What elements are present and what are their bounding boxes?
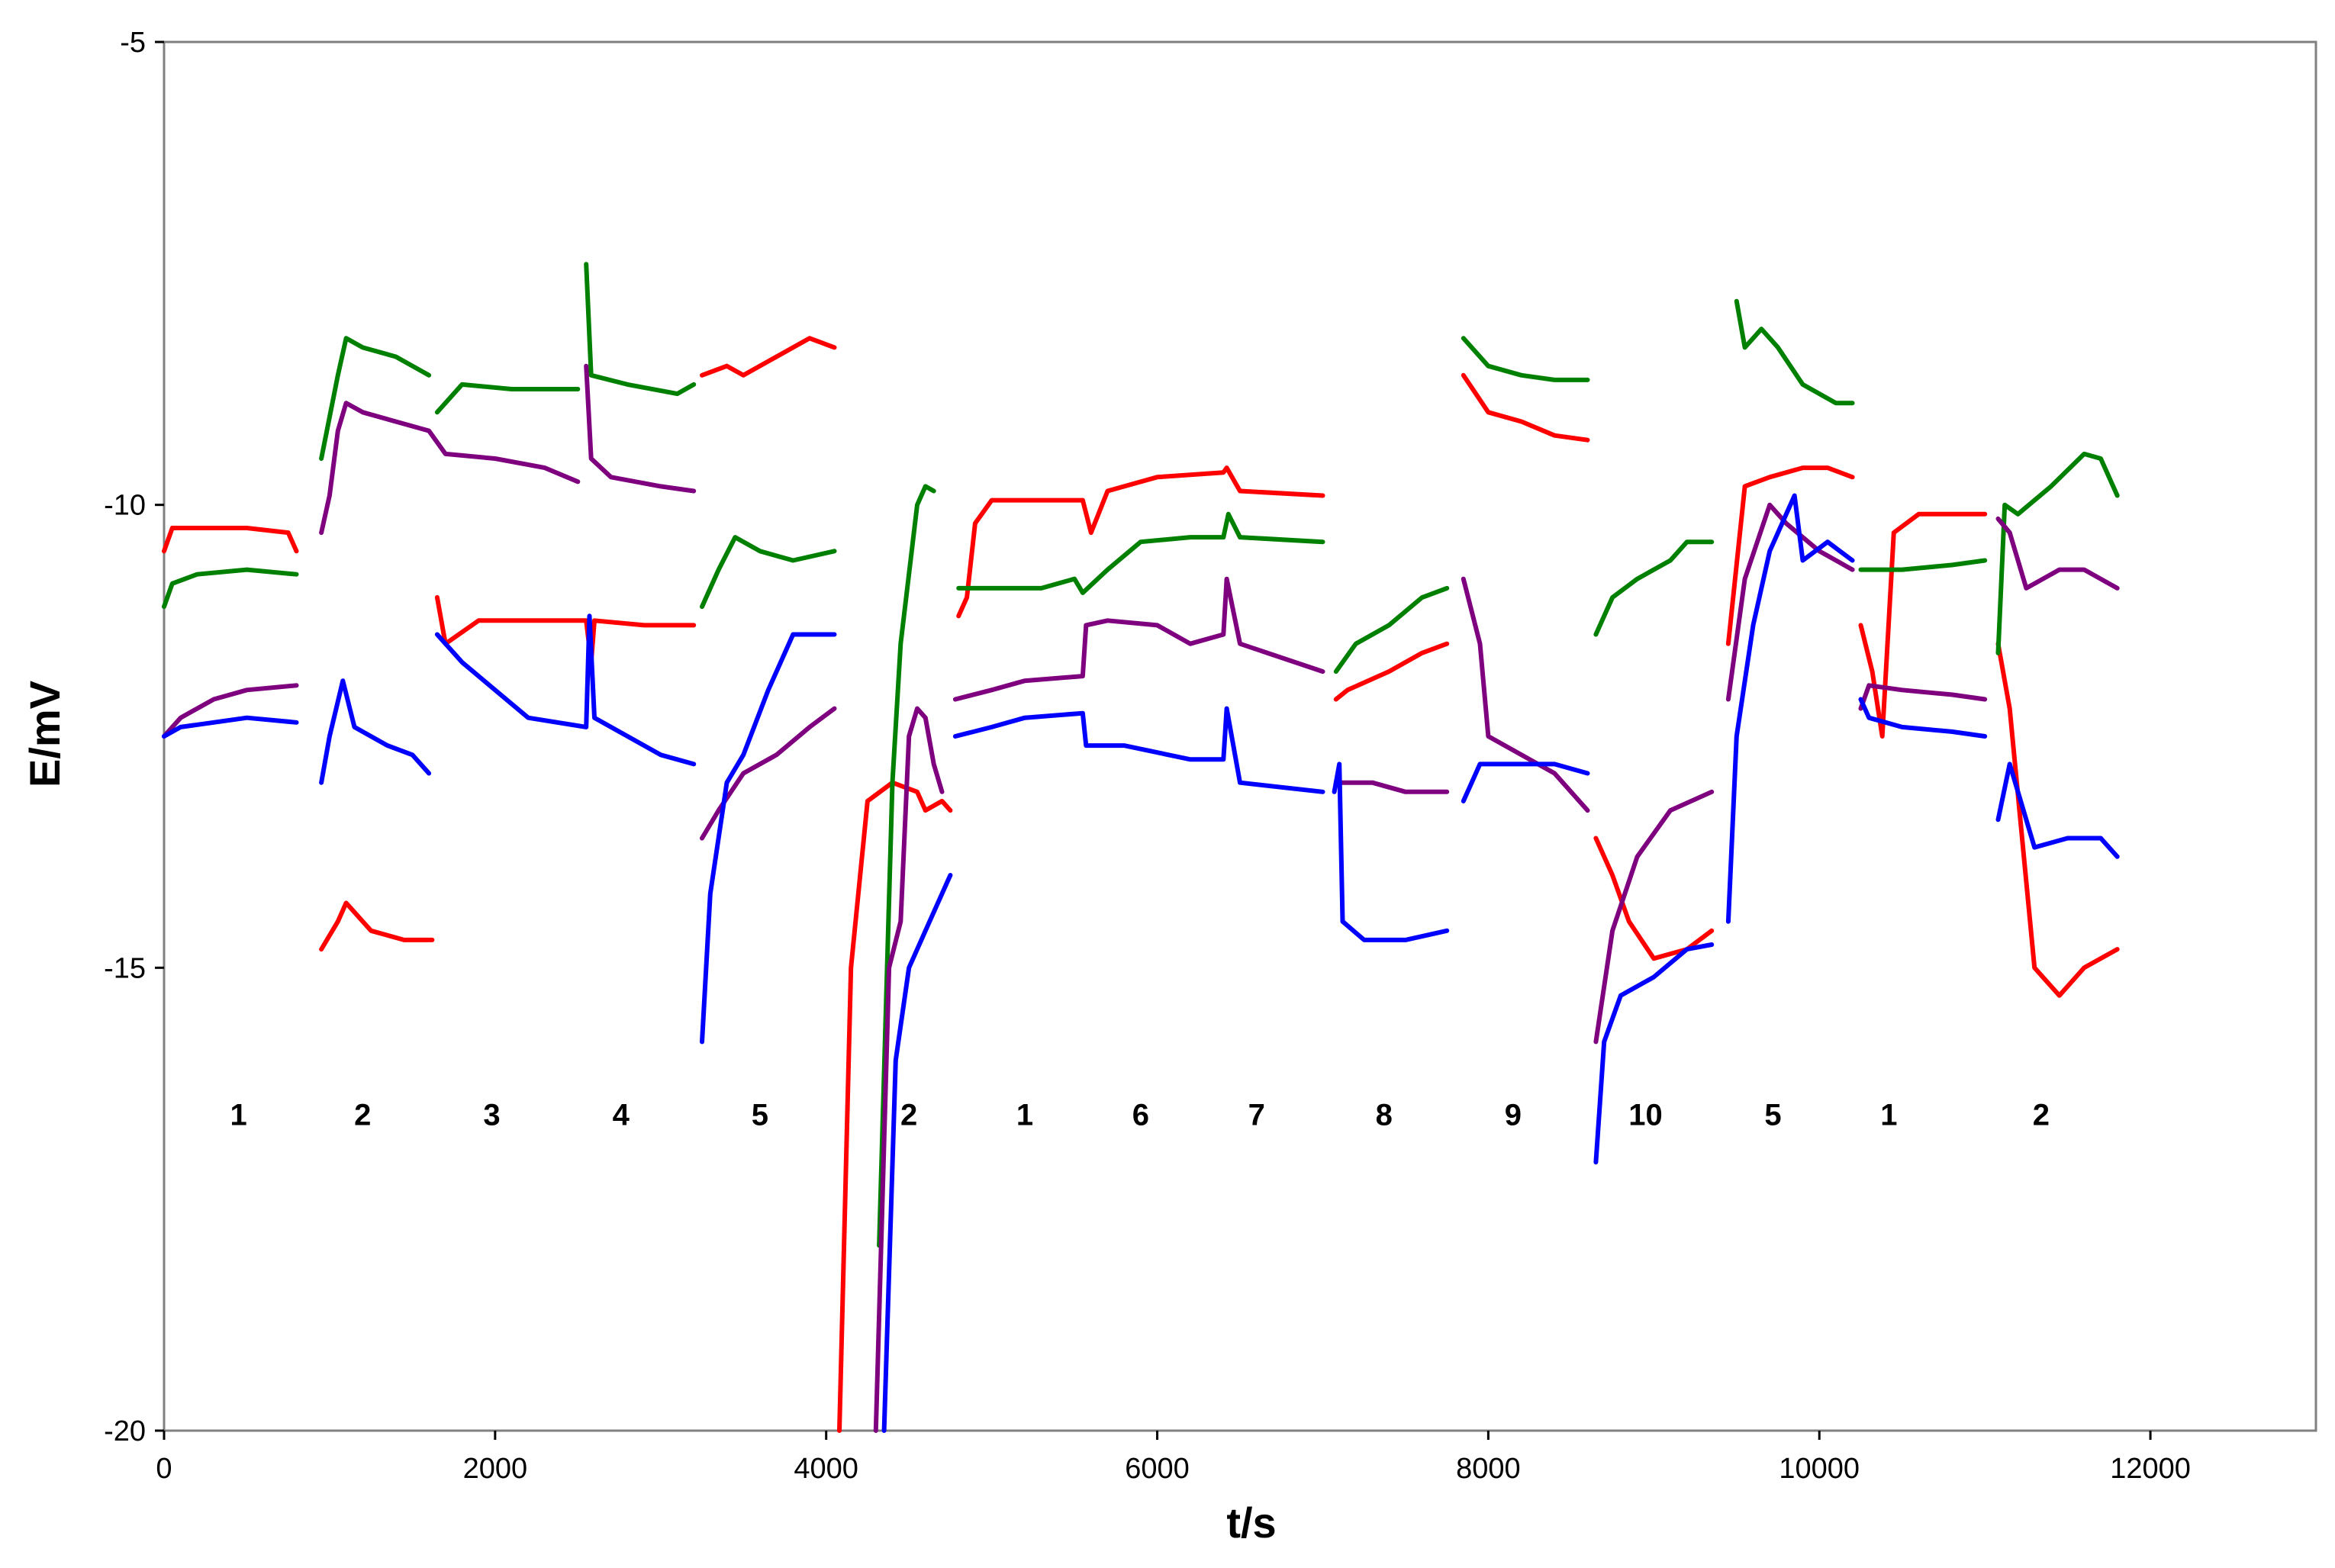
series-line-segment [700,632,837,1045]
segment-label: 2 [900,1099,917,1132]
series-line-segment [1333,641,1450,702]
series-layer [162,262,2120,1433]
series-line-segment [881,873,953,1433]
series-line-segment [319,401,581,536]
series-4 [162,493,2120,1433]
series-line-segment [1725,493,1855,924]
series-line-segment [162,526,299,554]
series-line-segment [1995,451,2120,655]
series-line-segment [1725,465,1855,646]
series-line-segment [434,595,697,665]
y-tick-label: -5 [120,27,146,59]
segment-label: 6 [1132,1099,1149,1132]
series-line-segment [434,382,581,415]
series-line-segment [162,567,299,610]
y-tick-label: -10 [104,490,146,522]
series-line-segment [1995,761,2120,859]
series-line-segment [1858,511,1988,739]
segment-label: 10 [1628,1099,1663,1132]
x-axis-ticks: 0 2000 4000 6000 8000 10000 12000 [156,1431,2191,1485]
series-line-segment [584,363,697,494]
series-line-segment [1734,298,1855,406]
plot-area-frame [163,40,2317,1432]
series-1 [162,336,2120,1433]
series-line-segment [434,613,697,767]
series-line-segment [1593,942,1715,1165]
x-axis-title: t/s [1226,1499,1276,1547]
series-line-segment [1332,761,1450,942]
series-3 [162,363,2120,1433]
series-line-segment [1858,558,1988,572]
series-line-segment [700,706,837,841]
x-tick-label: 4000 [794,1453,858,1485]
series-line-segment [1461,761,1590,803]
series-line-segment [956,465,1325,619]
series-line-segment [1858,697,1988,739]
series-line-segment [1593,539,1715,637]
series-line-segment [1725,502,1855,702]
y-tick-label: -15 [104,952,146,984]
y-tick-label: -20 [104,1415,146,1447]
series-line-segment [700,535,837,610]
x-tick-label: 0 [156,1453,172,1485]
segment-label: 3 [483,1099,500,1132]
y-axis-ticks: -20 -15 -10 -5 [104,27,164,1447]
segment-label: 1 [1880,1099,1897,1132]
series-2 [162,262,2120,1248]
x-tick-label: 8000 [1456,1453,1521,1485]
segment-label: 1 [1016,1099,1033,1132]
series-line-segment [1333,780,1450,794]
series-line-segment [1995,641,2120,998]
series-line-segment [1995,516,2120,591]
series-line-segment [1858,683,1988,711]
series-line-segment [1461,336,1590,382]
series-line-segment [1593,789,1715,1045]
x-tick-label: 2000 [463,1453,528,1485]
series-line-segment [319,900,435,952]
series-line-segment [1333,585,1450,675]
segment-label: 2 [2033,1099,2050,1132]
series-line-segment [700,336,837,378]
segment-label: 5 [1764,1099,1781,1132]
series-line-segment [1461,576,1590,813]
segment-label: 9 [1505,1099,1522,1132]
series-line-segment [873,706,945,1433]
series-line-segment [1461,372,1590,443]
segment-label: 5 [752,1099,768,1132]
segment-labels: 1 2 3 4 5 2 1 6 7 8 9 10 5 1 2 [230,1099,2050,1132]
series-line-segment [956,511,1325,595]
segment-label: 2 [354,1099,371,1132]
segment-label: 1 [230,1099,246,1132]
series-line-segment [584,262,697,397]
series-line-segment [952,706,1325,794]
series-line-segment [162,683,299,739]
segment-label: 8 [1376,1099,1393,1132]
x-tick-label: 12000 [2110,1453,2191,1485]
series-line-segment [952,576,1325,702]
series-line-segment [319,336,432,461]
segment-label: 4 [613,1099,630,1132]
series-line-segment [319,678,432,785]
x-tick-label: 6000 [1125,1453,1190,1485]
x-tick-label: 10000 [1779,1453,1860,1485]
y-axis-title: E/mV [21,681,69,787]
series-line-segment [162,715,299,739]
series-line-segment [877,484,936,1248]
segment-label: 7 [1248,1099,1265,1132]
